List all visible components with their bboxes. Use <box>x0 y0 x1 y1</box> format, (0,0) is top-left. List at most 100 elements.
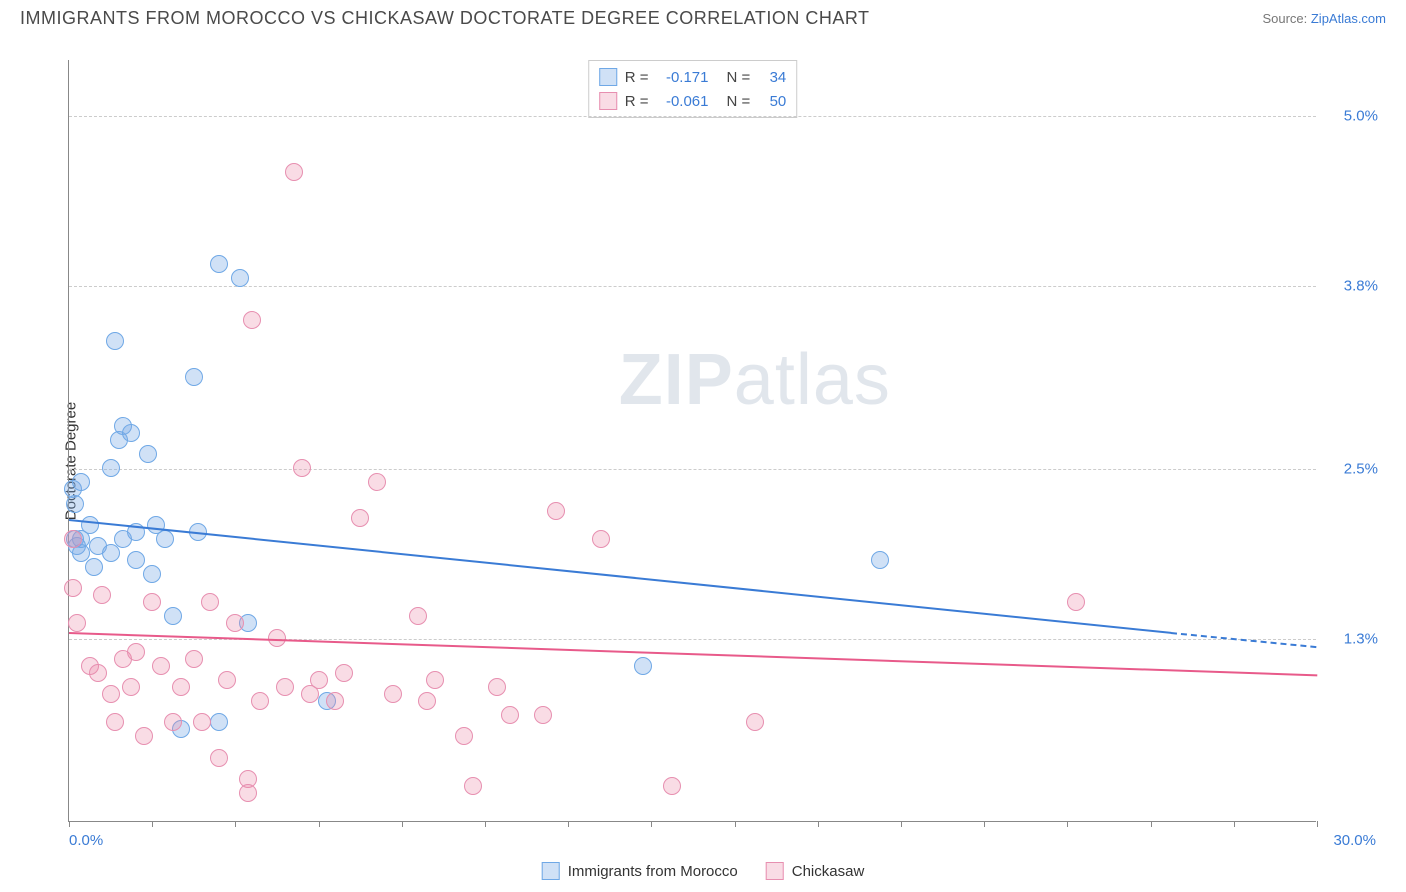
legend-label: Chickasaw <box>792 863 865 880</box>
x-tick-mark <box>235 821 236 827</box>
gridline <box>69 286 1316 287</box>
x-tick-mark <box>319 821 320 827</box>
data-point <box>72 473 90 491</box>
legend-label: Immigrants from Morocco <box>568 863 738 880</box>
data-point <box>368 473 386 491</box>
data-point <box>426 671 444 689</box>
data-point <box>68 614 86 632</box>
data-point <box>464 777 482 795</box>
x-tick-mark <box>651 821 652 827</box>
data-point <box>293 459 311 477</box>
data-point <box>66 495 84 513</box>
gridline <box>69 116 1316 117</box>
data-point <box>746 713 764 731</box>
series-legend: Immigrants from Morocco Chickasaw <box>542 862 865 880</box>
x-min-label: 0.0% <box>69 832 103 849</box>
data-point <box>455 727 473 745</box>
data-point <box>251 692 269 710</box>
data-point <box>106 332 124 350</box>
plot-area: ZIPatlas R =-0.171N =34R =-0.061N =50 5.… <box>68 60 1316 822</box>
data-point <box>547 502 565 520</box>
x-max-label: 30.0% <box>1333 832 1376 849</box>
stat-legend: R =-0.171N =34R =-0.061N =50 <box>588 60 798 118</box>
data-point <box>634 657 652 675</box>
data-point <box>534 706 552 724</box>
data-point <box>239 784 257 802</box>
data-point <box>93 586 111 604</box>
data-point <box>335 664 353 682</box>
gridline <box>69 469 1316 470</box>
data-point <box>127 551 145 569</box>
x-tick-mark <box>1234 821 1235 827</box>
regression-line-dashed <box>1171 632 1317 648</box>
data-point <box>64 579 82 597</box>
data-point <box>418 692 436 710</box>
data-point <box>351 509 369 527</box>
data-point <box>384 685 402 703</box>
legend-swatch <box>766 862 784 880</box>
data-point <box>210 255 228 273</box>
data-point <box>102 459 120 477</box>
data-point <box>102 685 120 703</box>
data-point <box>102 544 120 562</box>
x-tick-mark <box>485 821 486 827</box>
data-point <box>501 706 519 724</box>
x-tick-mark <box>901 821 902 827</box>
data-point <box>201 593 219 611</box>
x-tick-mark <box>735 821 736 827</box>
data-point <box>81 516 99 534</box>
data-point <box>127 643 145 661</box>
data-point <box>193 713 211 731</box>
data-point <box>164 713 182 731</box>
data-point <box>592 530 610 548</box>
data-point <box>285 163 303 181</box>
data-point <box>106 713 124 731</box>
data-point <box>268 629 286 647</box>
data-point <box>276 678 294 696</box>
data-point <box>122 678 140 696</box>
x-tick-mark <box>818 821 819 827</box>
data-point <box>231 269 249 287</box>
stat-n-value: 34 <box>758 69 786 86</box>
data-point <box>488 678 506 696</box>
data-point <box>210 713 228 731</box>
stat-n-label: N = <box>727 93 751 110</box>
data-point <box>143 593 161 611</box>
chart-container: Doctorate Degree ZIPatlas R =-0.171N =34… <box>20 40 1386 882</box>
x-tick-mark <box>152 821 153 827</box>
data-point <box>326 692 344 710</box>
y-tick-label: 1.3% <box>1344 630 1378 647</box>
data-point <box>143 565 161 583</box>
data-point <box>64 530 82 548</box>
data-point <box>210 749 228 767</box>
stat-n-value: 50 <box>758 93 786 110</box>
data-point <box>85 558 103 576</box>
data-point <box>1067 593 1085 611</box>
data-point <box>185 650 203 668</box>
data-point <box>871 551 889 569</box>
y-tick-label: 5.0% <box>1344 108 1378 125</box>
x-tick-mark <box>69 821 70 827</box>
stat-legend-row: R =-0.061N =50 <box>599 89 787 113</box>
x-tick-mark <box>984 821 985 827</box>
data-point <box>243 311 261 329</box>
data-point <box>663 777 681 795</box>
data-point <box>172 678 190 696</box>
source-link[interactable]: ZipAtlas.com <box>1311 11 1386 26</box>
chart-title: IMMIGRANTS FROM MOROCCO VS CHICKASAW DOC… <box>20 8 870 29</box>
legend-swatch <box>599 92 617 110</box>
data-point <box>156 530 174 548</box>
stat-r-value: -0.171 <box>657 69 709 86</box>
x-tick-mark <box>402 821 403 827</box>
stat-r-value: -0.061 <box>657 93 709 110</box>
stat-n-label: N = <box>727 69 751 86</box>
data-point <box>139 445 157 463</box>
data-point <box>226 614 244 632</box>
data-point <box>185 368 203 386</box>
source-label: Source: ZipAtlas.com <box>1262 11 1386 26</box>
stat-r-label: R = <box>625 69 649 86</box>
data-point <box>152 657 170 675</box>
x-tick-mark <box>1151 821 1152 827</box>
data-point <box>310 671 328 689</box>
x-tick-mark <box>1317 821 1318 827</box>
